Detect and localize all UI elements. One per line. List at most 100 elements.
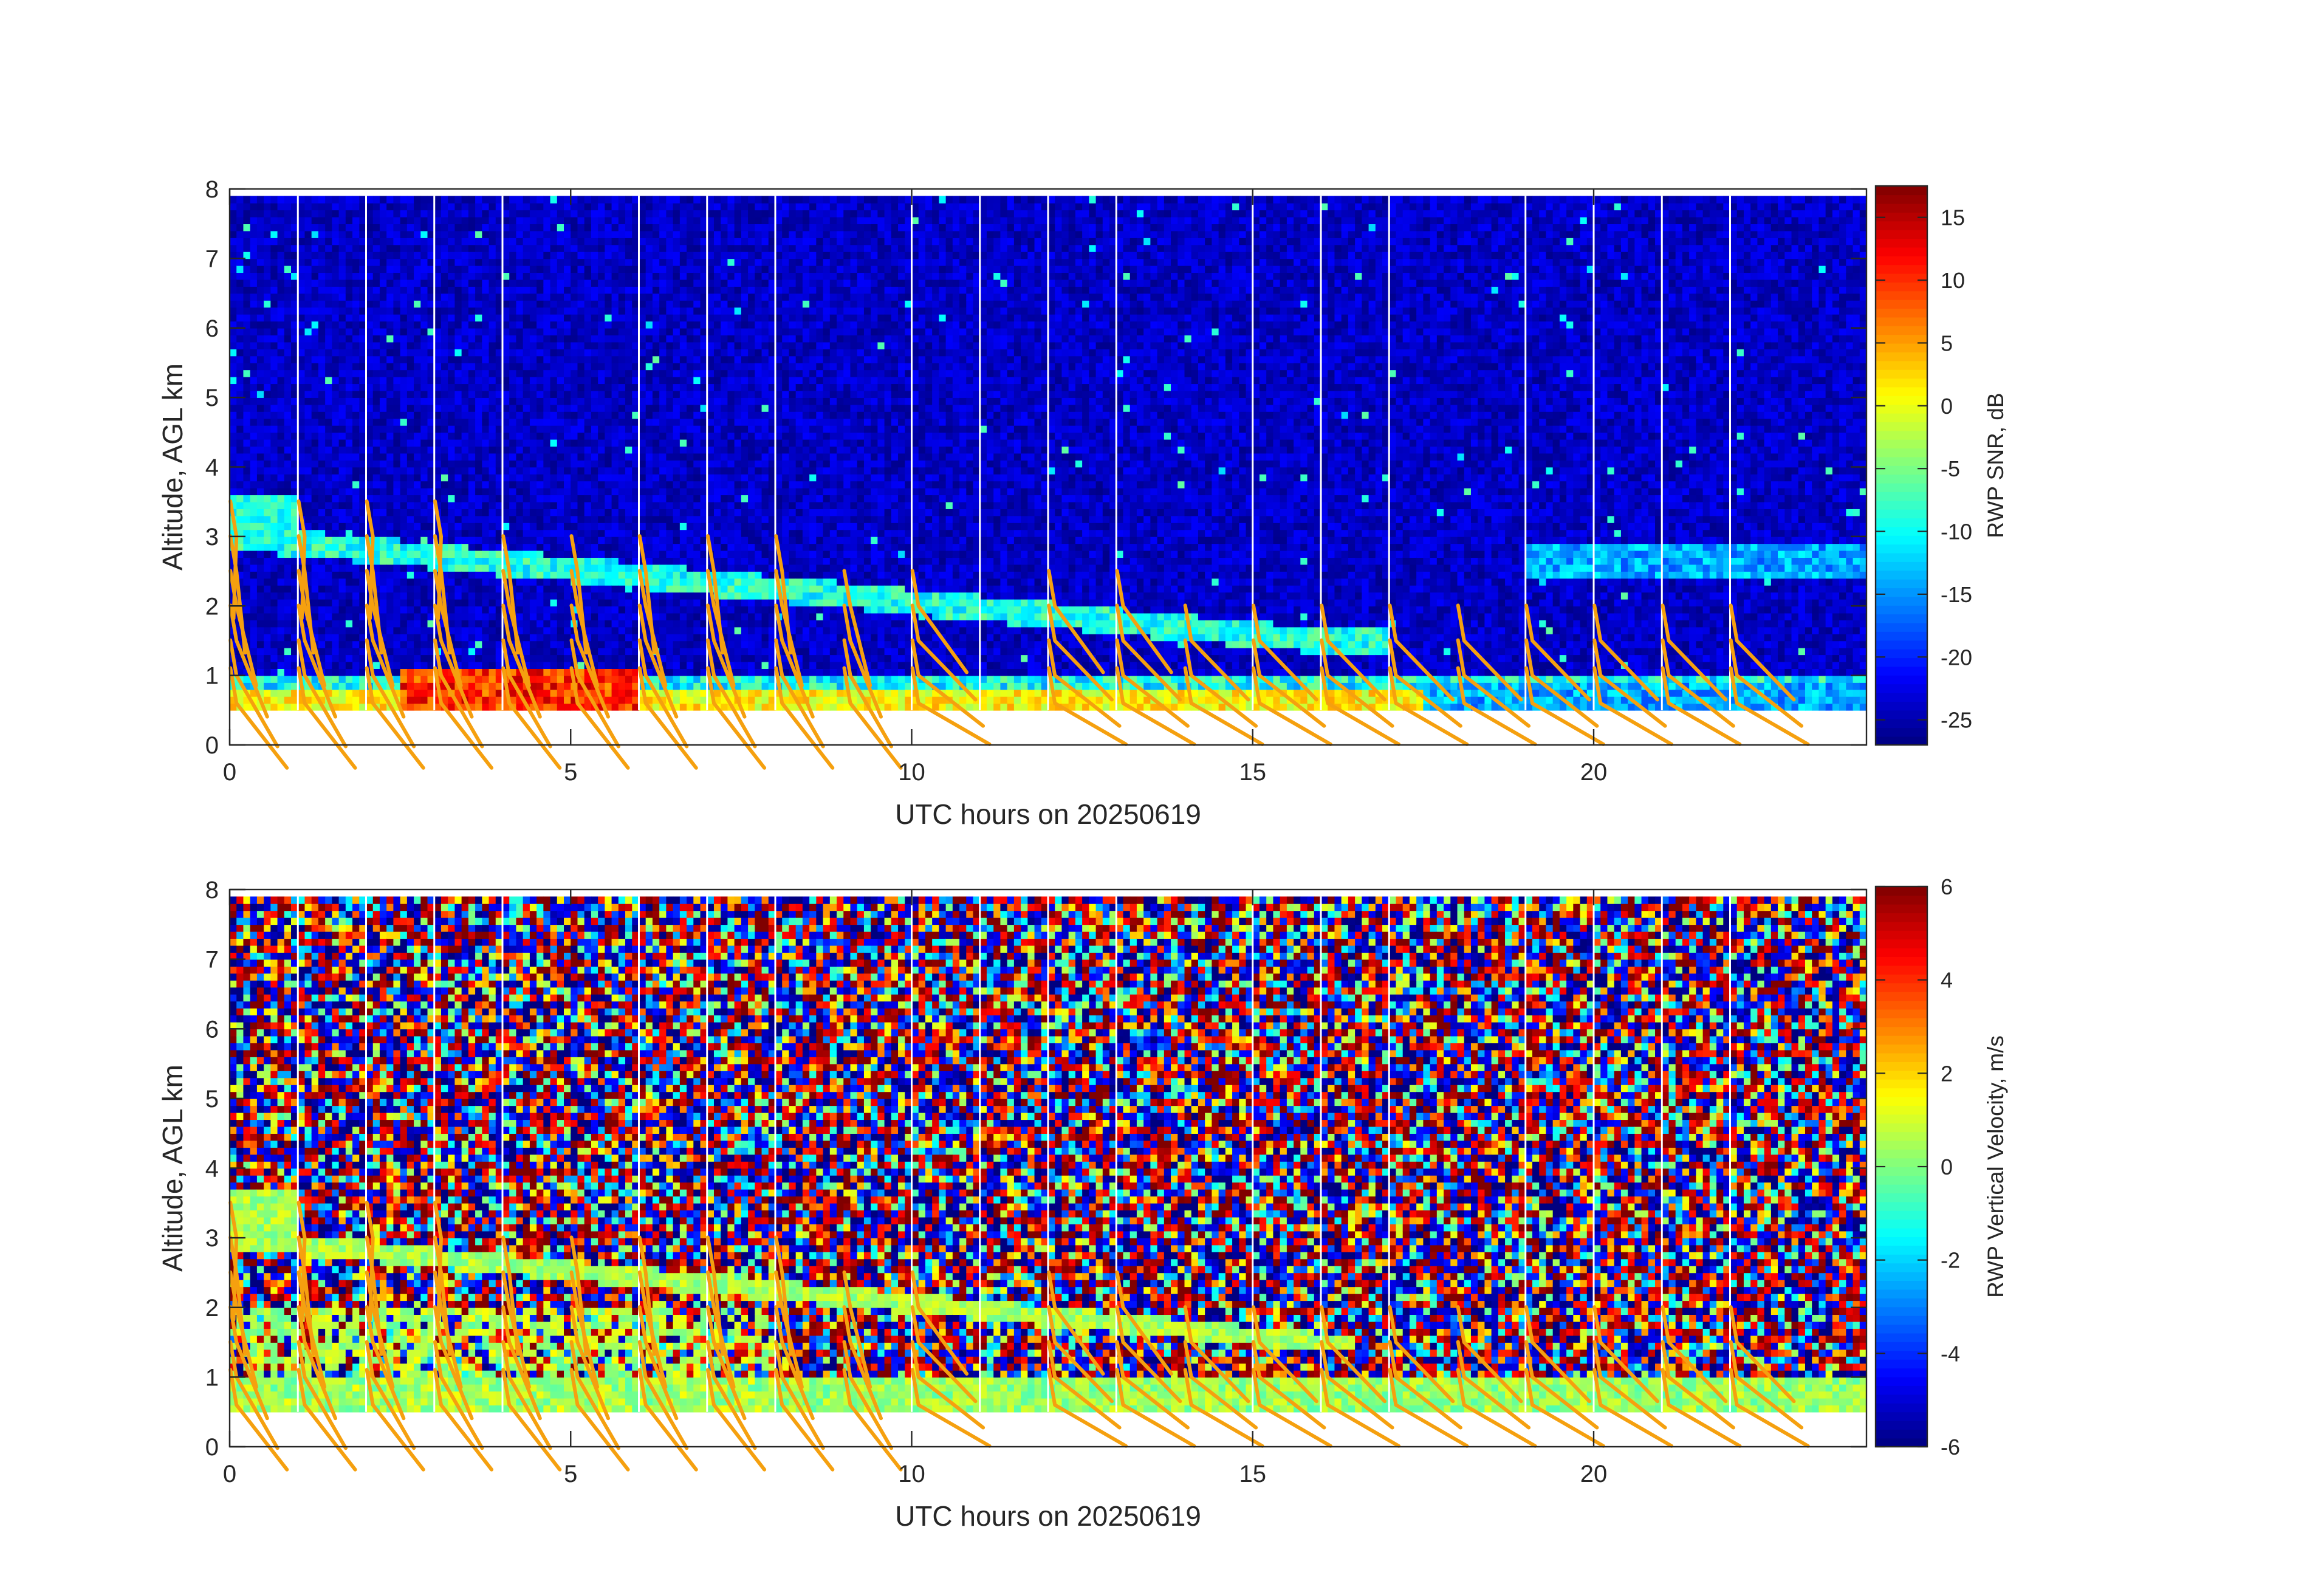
colorbar-band — [1876, 1254, 1927, 1263]
colorbar-band — [1876, 501, 1927, 510]
x-tick-label: 15 — [1239, 1461, 1267, 1487]
colorbar-band — [1876, 509, 1927, 518]
y-tick-label: 5 — [205, 385, 219, 411]
colorbar-band — [1876, 535, 1927, 544]
colorbar-band — [1876, 483, 1927, 492]
colorbar-tick-label: 0 — [1941, 1154, 1953, 1179]
colorbar-band — [1876, 291, 1927, 300]
colorbar-band — [1876, 1088, 1927, 1097]
colorbar-band — [1876, 605, 1927, 614]
colorbar-band — [1876, 930, 1927, 939]
colorbar-band — [1876, 282, 1927, 291]
velocity-colorbar-label: RWP Vertical Velocity, m/s — [1983, 1035, 2008, 1298]
x-tick-label: 15 — [1239, 759, 1267, 786]
colorbar-band — [1876, 675, 1927, 684]
colorbar-band — [1876, 238, 1927, 247]
y-tick-label: 1 — [205, 1364, 219, 1391]
colorbar-band — [1876, 561, 1927, 571]
colorbar-band — [1876, 1298, 1927, 1307]
colorbar-tick-label: -4 — [1941, 1341, 1960, 1366]
y-tick-label: 5 — [205, 1086, 219, 1113]
x-tick-label: 10 — [898, 1461, 925, 1487]
y-tick-label: 4 — [205, 454, 219, 481]
colorbar-band — [1876, 492, 1927, 501]
colorbar-tick-label: -15 — [1941, 582, 1972, 607]
colorbar-band — [1876, 1114, 1927, 1123]
y-tick-label: 8 — [205, 176, 219, 203]
colorbar-band — [1876, 657, 1927, 667]
colorbar-band — [1876, 387, 1927, 396]
colorbar-band — [1876, 518, 1927, 527]
snr-colorbar-label: RWP SNR, dB — [1983, 393, 2008, 538]
colorbar-band — [1876, 1263, 1927, 1272]
colorbar-band — [1876, 457, 1927, 466]
colorbar-band — [1876, 948, 1927, 957]
colorbar-band — [1876, 736, 1927, 746]
colorbar-band — [1876, 1315, 1927, 1325]
colorbar-band — [1876, 221, 1927, 230]
colorbar-band — [1876, 1246, 1927, 1255]
colorbar-band — [1876, 1044, 1927, 1053]
y-tick-label: 7 — [205, 947, 219, 973]
colorbar-band — [1876, 1202, 1927, 1211]
colorbar-band — [1876, 1272, 1927, 1281]
colorbar-band — [1876, 230, 1927, 239]
colorbar-band — [1876, 264, 1927, 273]
colorbar-band — [1876, 956, 1927, 966]
y-tick-label: 3 — [205, 1225, 219, 1252]
colorbar-band — [1876, 640, 1927, 650]
colorbar-band — [1876, 1158, 1927, 1167]
colorbar-band — [1876, 939, 1927, 948]
colorbar-band — [1876, 1149, 1927, 1158]
colorbar-band — [1876, 1385, 1927, 1394]
x-tick-label: 0 — [223, 1461, 236, 1487]
velocity-y-axis-label: Altitude, AGL km — [157, 1065, 188, 1272]
colorbar-band — [1876, 317, 1927, 326]
colorbar-band — [1876, 1351, 1927, 1360]
colorbar-tick-label: 15 — [1941, 205, 1965, 230]
colorbar-band — [1876, 474, 1927, 483]
colorbar-tick-label: -10 — [1941, 520, 1972, 544]
colorbar-band — [1876, 247, 1927, 256]
y-tick-label: 6 — [205, 315, 219, 342]
colorbar-band — [1876, 378, 1927, 387]
colorbar-tick-label: -6 — [1941, 1435, 1960, 1460]
y-tick-label: 2 — [205, 1295, 219, 1322]
colorbar-band — [1876, 1184, 1927, 1193]
colorbar-band — [1876, 974, 1927, 983]
y-tick-label: 0 — [205, 1434, 219, 1461]
colorbar-band — [1876, 895, 1927, 904]
colorbar-band — [1876, 1333, 1927, 1342]
colorbar-band — [1876, 361, 1927, 370]
colorbar-band — [1876, 308, 1927, 317]
colorbar-band — [1876, 1193, 1927, 1202]
colorbar-band — [1876, 913, 1927, 922]
colorbar-band — [1876, 300, 1927, 309]
colorbar-band — [1876, 439, 1927, 448]
colorbar-band — [1876, 1411, 1927, 1421]
colorbar-band — [1876, 922, 1927, 931]
colorbar-band — [1876, 992, 1927, 1001]
colorbar-band — [1876, 1018, 1927, 1027]
colorbar-tick-label: 6 — [1941, 874, 1953, 899]
x-tick-label: 0 — [223, 759, 236, 786]
colorbar-band — [1876, 1062, 1927, 1071]
colorbar-band — [1876, 1000, 1927, 1009]
colorbar-band — [1876, 1394, 1927, 1404]
snr-x-axis-label: UTC hours on 20250619 — [895, 798, 1201, 830]
colorbar-band — [1876, 1237, 1927, 1246]
colorbar-band — [1876, 1035, 1927, 1044]
colorbar-band — [1876, 1131, 1927, 1141]
colorbar-tick-label: -2 — [1941, 1248, 1960, 1273]
colorbar-band — [1876, 369, 1927, 379]
colorbar-band — [1876, 1141, 1927, 1150]
colorbar-tick-label: 4 — [1941, 968, 1953, 993]
colorbar-band — [1876, 204, 1927, 213]
snr-colorbar — [1876, 186, 1927, 746]
colorbar-band — [1876, 1027, 1927, 1036]
colorbar-band — [1876, 887, 1927, 896]
colorbar-band — [1876, 684, 1927, 693]
colorbar-band — [1876, 326, 1927, 335]
colorbar-band — [1876, 571, 1927, 580]
